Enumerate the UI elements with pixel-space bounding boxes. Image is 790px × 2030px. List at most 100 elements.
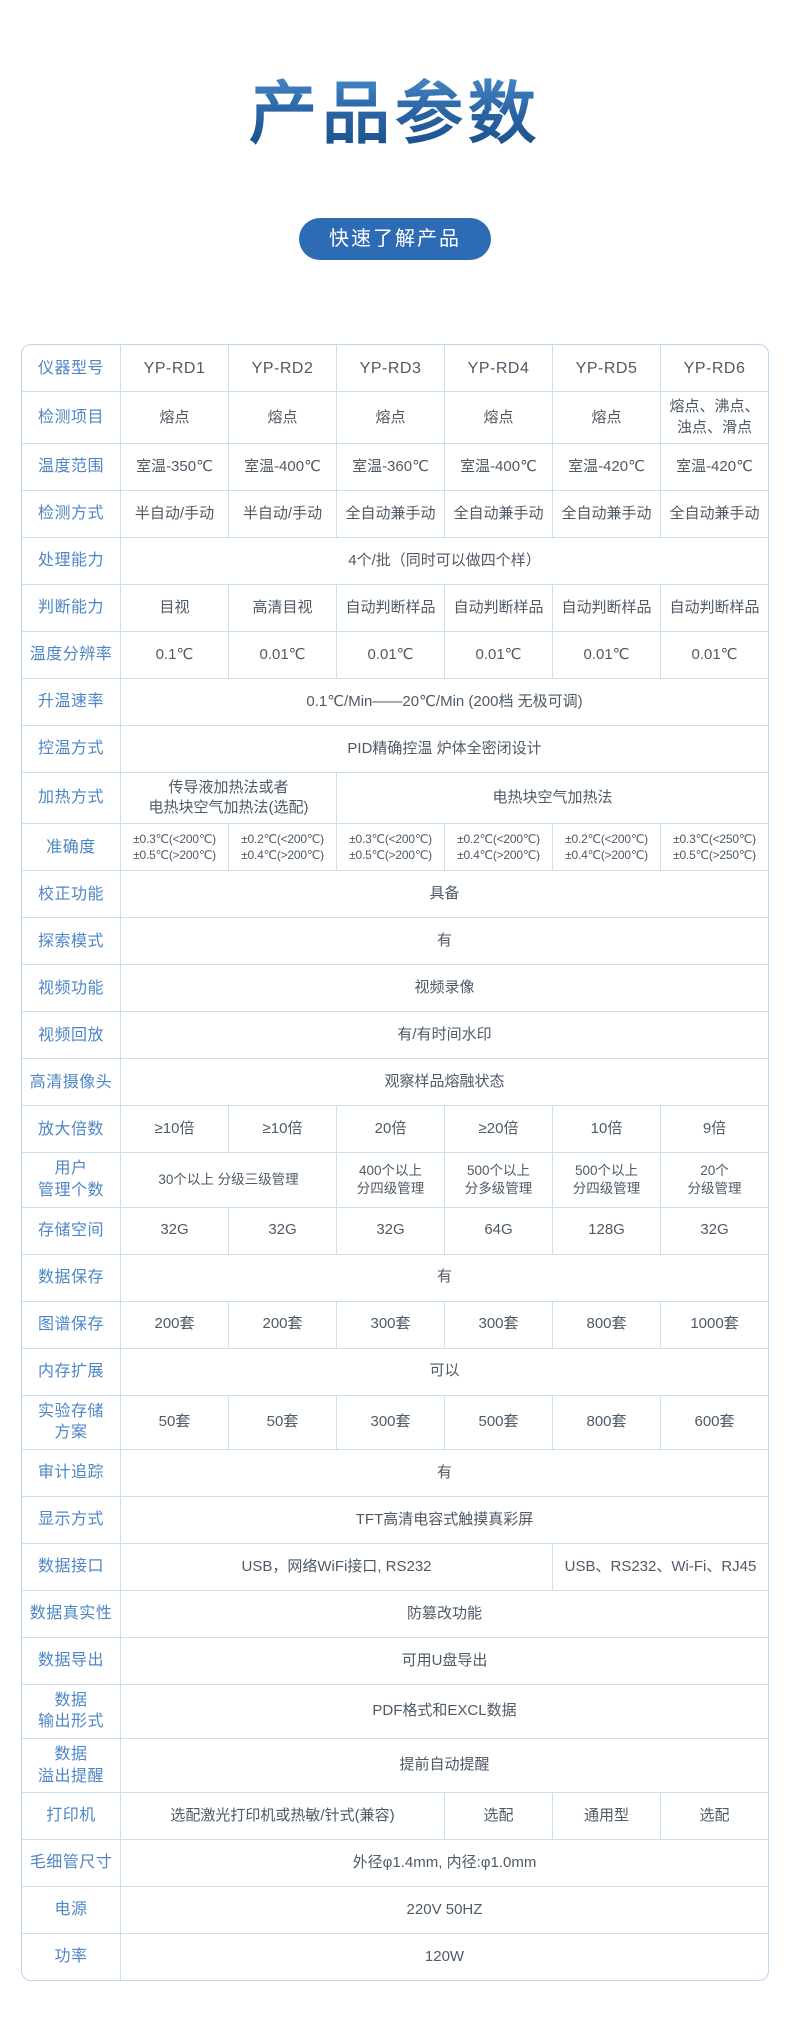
table-cell: USB，网络WiFi接口, RS232 (120, 1543, 552, 1590)
table-cell: ±0.2℃(<200℃) ±0.4℃(>200℃) (228, 824, 336, 871)
table-cell: 传导液加热法或者 电热块空气加热法(选配) (120, 772, 336, 824)
row-label: 数据 溢出提醒 (37, 1745, 104, 1785)
row-label: 检测项目 (37, 408, 104, 426)
row-label: 用户 管理个数 (37, 1160, 104, 1199)
table-cell: YP-RD1 (120, 345, 228, 392)
table-cell: 0.01℃ (660, 631, 768, 678)
table-cell: 全自动兼手动 (336, 490, 444, 537)
row-label: 控温方式 (37, 740, 104, 758)
row-label: 校正功能 (37, 885, 104, 903)
table-row: 检测方式 半自动/手动 半自动/手动 全自动兼手动 全自动兼手动 全自动兼手动 全自动兼手动 (22, 489, 768, 537)
table-cell: 0.01℃ (444, 631, 552, 678)
table-cell: 120W (120, 1934, 768, 1981)
table-row: 存储空间 32G 32G 32G 64G 128G 32G (22, 1206, 768, 1254)
table-cell: 有/有时间水印 (120, 1012, 768, 1059)
table-cell: ≥20倍 (444, 1106, 552, 1153)
table-row: 数据导出 可用U盘导出 (22, 1636, 768, 1684)
row-label: 探索模式 (37, 932, 104, 950)
table-cell: 800套 (552, 1395, 660, 1449)
table-row: 打印机 选配激光打印机或热敏/针式(兼容) 选配 通用型 选配 (22, 1792, 768, 1840)
table-cell: 200套 (228, 1301, 336, 1348)
table-cell: 提前自动提醒 (120, 1738, 768, 1793)
table-cell: 400个以上 分四级管理 (336, 1153, 444, 1207)
table-cell: 4个/批（同时可以做四个样） (120, 537, 768, 584)
table-row: 温度分辨率 0.1℃ 0.01℃ 0.01℃ 0.01℃ 0.01℃ 0.01℃ (22, 630, 768, 678)
table-row: 探索模式有 (22, 917, 768, 965)
table-cell: 500个以上 分四级管理 (552, 1153, 660, 1207)
table-cell: 有 (120, 918, 768, 965)
table-cell: 电热块空气加热法 (336, 772, 768, 824)
table-cell: 熔点 (120, 392, 228, 443)
table-cell: 室温-400℃ (444, 443, 552, 490)
table-cell: 可以 (120, 1348, 768, 1395)
table-row: 升温速率 0.1℃/Min——20℃/Min (200档 无极可调) (22, 677, 768, 725)
row-label: 高清摄像头 (29, 1073, 113, 1091)
table-cell: 通用型 (552, 1793, 660, 1840)
row-label: 升温速率 (37, 693, 104, 711)
table-row: 加热方式 传导液加热法或者 电热块空气加热法(选配) 电热块空气加热法 (22, 771, 768, 824)
row-label: 数据接口 (37, 1557, 104, 1575)
table-cell: 熔点 (552, 392, 660, 443)
table-cell: PID精确控温 炉体全密闭设计 (120, 725, 768, 772)
table-cell: 500个以上 分多级管理 (444, 1153, 552, 1207)
table-cell: USB、RS232、Wi-Fi、RJ45 (552, 1543, 768, 1590)
row-label: 视频功能 (37, 979, 104, 997)
table-cell: YP-RD4 (444, 345, 552, 392)
row-label: 显示方式 (37, 1510, 104, 1528)
table-cell: 600套 (660, 1395, 768, 1449)
table-cell: 32G (336, 1207, 444, 1254)
table-cell: PDF格式和EXCL数据 (120, 1684, 768, 1738)
row-label: 仪器型号 (37, 359, 104, 377)
table-row: 数据 输出形式 PDF格式和EXCL数据 (22, 1683, 768, 1738)
table-row: 数据接口 USB，网络WiFi接口, RS232 USB、RS232、Wi-Fi、R… (22, 1542, 768, 1590)
table-cell: 0.1℃/Min——20℃/Min (200档 无极可调) (120, 678, 768, 725)
table-row: 数据 溢出提醒 提前自动提醒 (22, 1737, 768, 1793)
table-cell: 防篡改功能 (120, 1590, 768, 1637)
table-cell: 64G (444, 1207, 552, 1254)
row-label: 处理能力 (37, 552, 104, 570)
row-label: 内存扩展 (37, 1362, 104, 1380)
table-cell: 有 (120, 1449, 768, 1496)
product-parameters-page: 产品参数 快速了解产品 仪器型号 YP-RD1 YP-RD2 YP-RD3 YP-RD4… (21, 74, 769, 1982)
table-cell: 200套 (120, 1301, 228, 1348)
table-row: 高清摄像头 观察样品熔融状态 (22, 1058, 768, 1106)
table-cell: 0.01℃ (228, 631, 336, 678)
table-cell: 自动判断样品 (660, 584, 768, 631)
table-row: 准确度 ±0.3℃(<200℃) ±0.5℃(>200℃) ±0.2℃(<200℃)… (22, 823, 768, 871)
table-cell: 具备 (120, 871, 768, 918)
row-label: 实验存储 方案 (37, 1402, 104, 1442)
table-row: 视频回放 有/有时间水印 (22, 1011, 768, 1059)
table-cell: 32G (120, 1207, 228, 1254)
table-row: 数据真实性 防篡改功能 (22, 1589, 768, 1637)
table-cell: 熔点 (228, 392, 336, 443)
row-label: 审计追踪 (37, 1463, 104, 1481)
table-cell: 300套 (336, 1395, 444, 1449)
table-cell: 300套 (336, 1301, 444, 1348)
table-cell: 选配激光打印机或热敏/针式(兼容) (120, 1793, 444, 1840)
table-row: 毛细管尺寸 外径φ1.4mm, 内径:φ1.0mm (22, 1839, 768, 1887)
table-cell: YP-RD5 (552, 345, 660, 392)
table-cell: 选配 (444, 1793, 552, 1840)
table-cell: 10倍 (552, 1106, 660, 1153)
table-row: 图谱保存 200套 200套 300套 300套 800套 1000套 (22, 1300, 768, 1348)
table-row: 显示方式 TFT高清电容式触摸真彩屏 (22, 1495, 768, 1543)
table-cell: 9倍 (660, 1106, 768, 1153)
row-label: 数据导出 (37, 1651, 104, 1669)
spec-table: 仪器型号 YP-RD1 YP-RD2 YP-RD3 YP-RD4 YP-RD5 YP-RD6… (21, 344, 769, 1982)
row-label: 加热方式 (37, 789, 104, 807)
row-label: 准确度 (46, 838, 96, 856)
table-cell: YP-RD6 (660, 345, 768, 392)
row-label: 功率 (54, 1948, 88, 1966)
table-row: 内存扩展 可以 (22, 1347, 768, 1395)
table-cell: ±0.3℃(<200℃) ±0.5℃(>200℃) (336, 824, 444, 871)
row-label: 电源 (54, 1901, 88, 1919)
table-cell: 1000套 (660, 1301, 768, 1348)
table-cell: ±0.2℃(<200℃) ±0.4℃(>200℃) (552, 824, 660, 871)
table-cell: 自动判断样品 (552, 584, 660, 631)
table-cell: 500套 (444, 1395, 552, 1449)
table-cell: 0.01℃ (552, 631, 660, 678)
table-cell: 视频录像 (120, 965, 768, 1012)
table-cell: 全自动兼手动 (660, 490, 768, 537)
table-cell: 全自动兼手动 (552, 490, 660, 537)
table-cell: 室温-420℃ (552, 443, 660, 490)
